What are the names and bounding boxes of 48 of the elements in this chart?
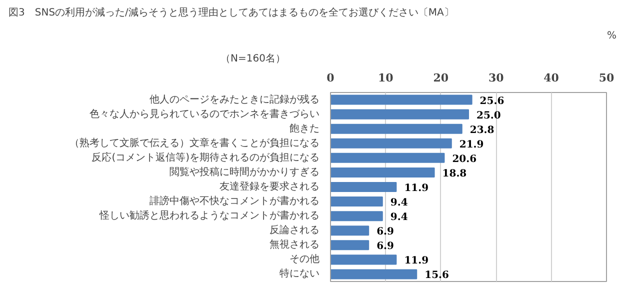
- x-tick-label: 20: [433, 72, 449, 84]
- data-label: 25.6: [480, 96, 504, 107]
- x-tick-label: 50: [598, 72, 614, 84]
- data-label: 15.6: [424, 270, 450, 282]
- data-label: 20.6: [452, 154, 477, 165]
- bar: [330, 109, 469, 120]
- bar: [330, 182, 397, 192]
- text: 図3 SNSの利用が減った/減らそうと思う理由としてあてはまるものを全てお選びください〔MA〕: [8, 6, 454, 18]
- data-label: 25.0: [476, 110, 501, 122]
- x-tick-label: 40: [544, 72, 560, 84]
- x-tick-label: 0: [326, 72, 335, 84]
- y-tick-label: 他人のページをみたときに記録が残る: [150, 93, 320, 106]
- y-tick-label: 無視される: [270, 238, 320, 251]
- data-label: 6.9: [376, 241, 394, 252]
- x-axis-title: %: [607, 30, 617, 42]
- data-label: 6.9: [376, 226, 394, 238]
- y-tick-label: 誹謗中傷や不快なコメントが書かれる: [150, 195, 320, 208]
- bar: [330, 152, 445, 163]
- bar: [330, 196, 383, 207]
- bar: [330, 240, 370, 250]
- y-tick-label: 特にない: [280, 268, 320, 280]
- chart-subtitle: （N=160名）: [220, 52, 286, 64]
- data-label: 9.4: [390, 198, 408, 209]
- data-label: 9.4: [390, 212, 408, 224]
- bar: [330, 138, 452, 148]
- x-tick-label: 10: [378, 72, 394, 84]
- bar: [330, 94, 472, 105]
- data-label: 11.9: [404, 256, 429, 267]
- y-tick-label: 飽きた: [290, 123, 320, 134]
- bar: [330, 226, 370, 236]
- y-tick-label: 閲覧や投稿に時間がかかりすぎる: [170, 166, 320, 178]
- y-tick-label: 色々な人から見られているのでホンネを書きづらい: [90, 108, 320, 120]
- y-tick-label: （熟考して文脈で伝える）文章を書くことが負担になる: [70, 136, 320, 149]
- y-tick-label: 怪しい勧誘と思われるようなコメントが書かれる: [98, 210, 320, 222]
- y-tick-label: 反論される: [270, 224, 320, 236]
- data-label: 21.9: [459, 139, 484, 150]
- data-label: 23.8: [470, 124, 494, 136]
- bar: [330, 269, 418, 280]
- bar: [330, 254, 397, 265]
- data-label: 11.9: [404, 183, 429, 194]
- y-tick-label: その他: [290, 253, 320, 266]
- data-label: 18.8: [442, 168, 467, 180]
- x-tick-label: 30: [488, 72, 504, 84]
- bar: [330, 211, 383, 222]
- y-tick-label: 反応(コメント返信等)を期待されるのが負担になる: [92, 151, 320, 164]
- y-tick-label: 友達登録を要求される: [220, 180, 320, 192]
- bar: [330, 167, 435, 178]
- bar: [330, 124, 462, 134]
